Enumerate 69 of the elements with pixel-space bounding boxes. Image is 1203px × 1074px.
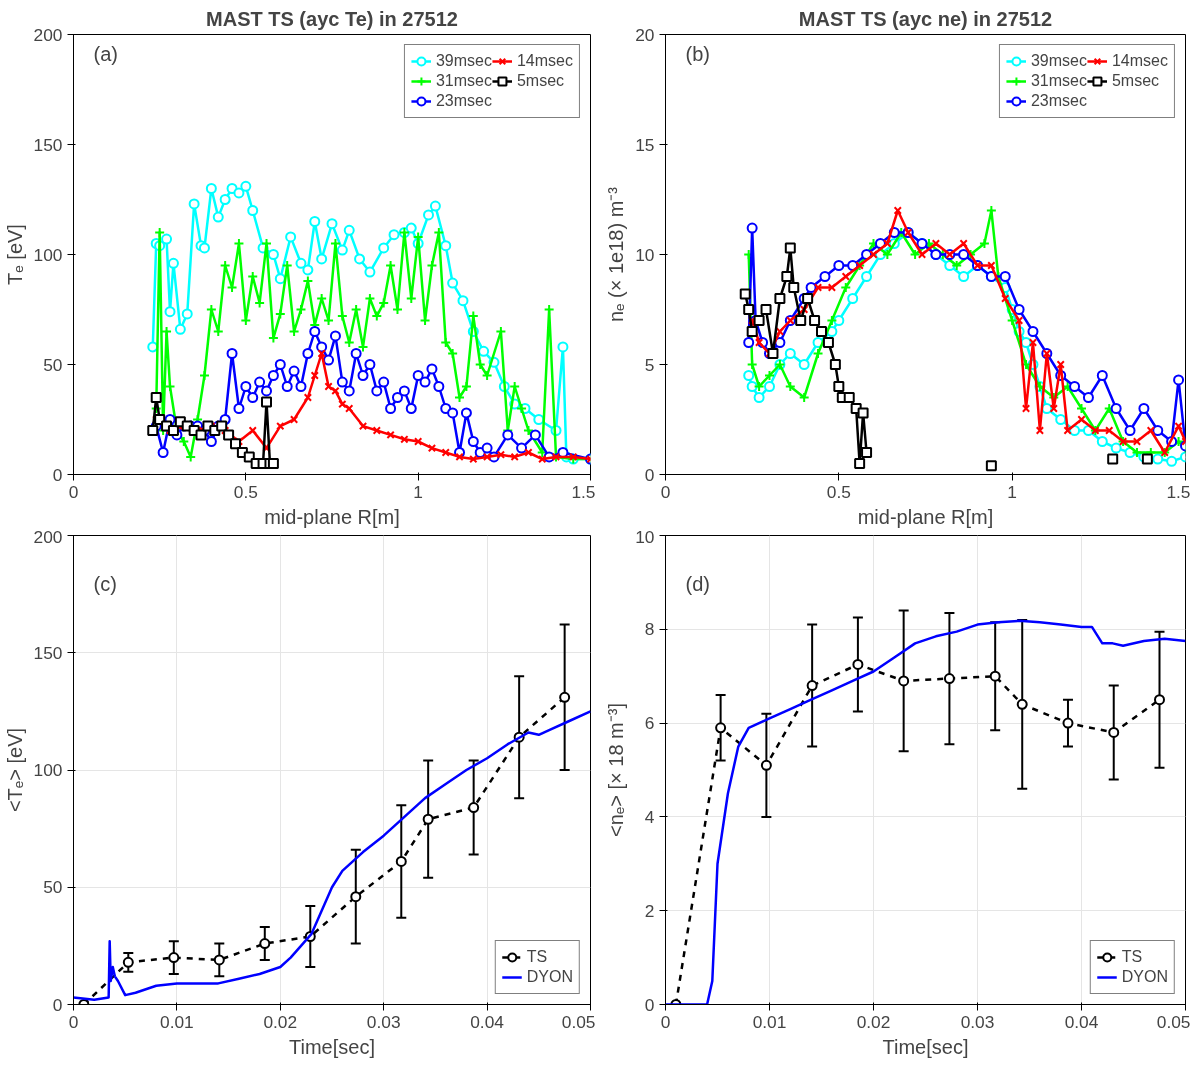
y-axis-title: nₑ (× 1e18) m⁻³: [605, 186, 628, 323]
y-tick-label: 15: [635, 134, 655, 155]
y-tick-label: 8: [644, 619, 655, 640]
legend-label: 5msec: [1111, 72, 1160, 90]
x-tick-label: 0.03: [960, 1011, 995, 1032]
y-tick-label: 100: [33, 760, 63, 780]
y-tick-label: 10: [635, 526, 655, 547]
y-tick-label: 0: [52, 994, 63, 1015]
legend-label: DYON: [526, 968, 573, 986]
legend-label: 31msec: [1030, 72, 1087, 90]
x-axis-title: Time[sec]: [289, 1035, 375, 1058]
x-tick-label: 0.03: [366, 1011, 401, 1032]
x-tick-label: 0: [68, 1011, 79, 1032]
y-tick-label: 50: [43, 877, 63, 898]
y-tick-label: 5: [644, 354, 655, 375]
y-tick-label: 0: [644, 464, 655, 485]
x-tick-label: 0: [660, 481, 671, 502]
legend-label: 39msec: [1030, 52, 1087, 70]
legend-label: TS: [1121, 948, 1143, 966]
y-tick-label: 2: [644, 900, 655, 921]
x-tick-label: 1.5: [571, 481, 596, 502]
y-axis-title: <Tₑ> [eV]: [3, 727, 26, 813]
x-tick-label: 0.05: [1156, 1011, 1191, 1032]
chart-title: MAST TS (ayc Te) in 27512: [206, 7, 458, 30]
legend-label: 23msec: [435, 92, 492, 110]
x-tick-label: 1.5: [1166, 481, 1191, 502]
y-tick-label: 100: [33, 244, 63, 265]
x-tick-label: 0.04: [1064, 1011, 1099, 1032]
y-tick-label: 0: [52, 464, 63, 485]
legend-label: 14msec: [516, 52, 573, 70]
x-tick-label: 1: [413, 481, 423, 502]
y-axis-title: <nₑ> [× 18 m⁻³]: [605, 703, 628, 837]
x-tick-label: 0.01: [160, 1011, 194, 1032]
annotation: (d): [685, 572, 710, 595]
annotation: (c): [93, 572, 117, 595]
x-tick-label: 0.01: [752, 1011, 787, 1032]
x-tick-label: 0: [660, 1011, 671, 1032]
x-tick-label: 0.04: [470, 1011, 505, 1032]
legend-label: 39msec: [435, 52, 492, 70]
y-tick-label: 6: [644, 713, 655, 734]
x-axis-title: Time[sec]: [882, 1035, 969, 1058]
x-tick-label: 0: [68, 481, 79, 502]
annotation: (a): [93, 42, 118, 65]
legend-label: 14msec: [1111, 52, 1168, 70]
x-axis-title: mid-plane R[m]: [264, 505, 400, 528]
legend-label: 5msec: [516, 72, 565, 90]
y-tick-label: 10: [635, 244, 655, 265]
y-axis-title: Tₑ [eV]: [3, 224, 26, 285]
y-tick-label: 4: [644, 806, 655, 827]
x-tick-label: 0.02: [263, 1011, 298, 1032]
chart-title: MAST TS (ayc ne) in 27512: [798, 7, 1053, 30]
y-tick-label: 200: [33, 526, 63, 547]
legend-label: 31msec: [435, 72, 492, 90]
x-tick-label: 1: [1007, 481, 1017, 502]
y-tick-label: 150: [33, 134, 63, 155]
y-tick-label: 200: [33, 24, 63, 45]
x-tick-label: 0.05: [561, 1011, 596, 1032]
y-tick-label: 150: [33, 642, 63, 663]
legend-label: 23msec: [1030, 92, 1087, 110]
x-tick-label: 0.5: [233, 481, 258, 502]
annotation: (b): [685, 42, 710, 65]
x-tick-label: 0.5: [826, 481, 851, 502]
x-axis-title: mid-plane R[m]: [857, 505, 994, 528]
legend-label: DYON: [1121, 968, 1168, 986]
y-tick-label: 20: [635, 24, 655, 45]
x-tick-label: 0.02: [856, 1011, 891, 1032]
y-tick-label: 0: [644, 994, 655, 1015]
y-tick-label: 50: [43, 354, 63, 375]
legend-label: TS: [526, 948, 548, 966]
